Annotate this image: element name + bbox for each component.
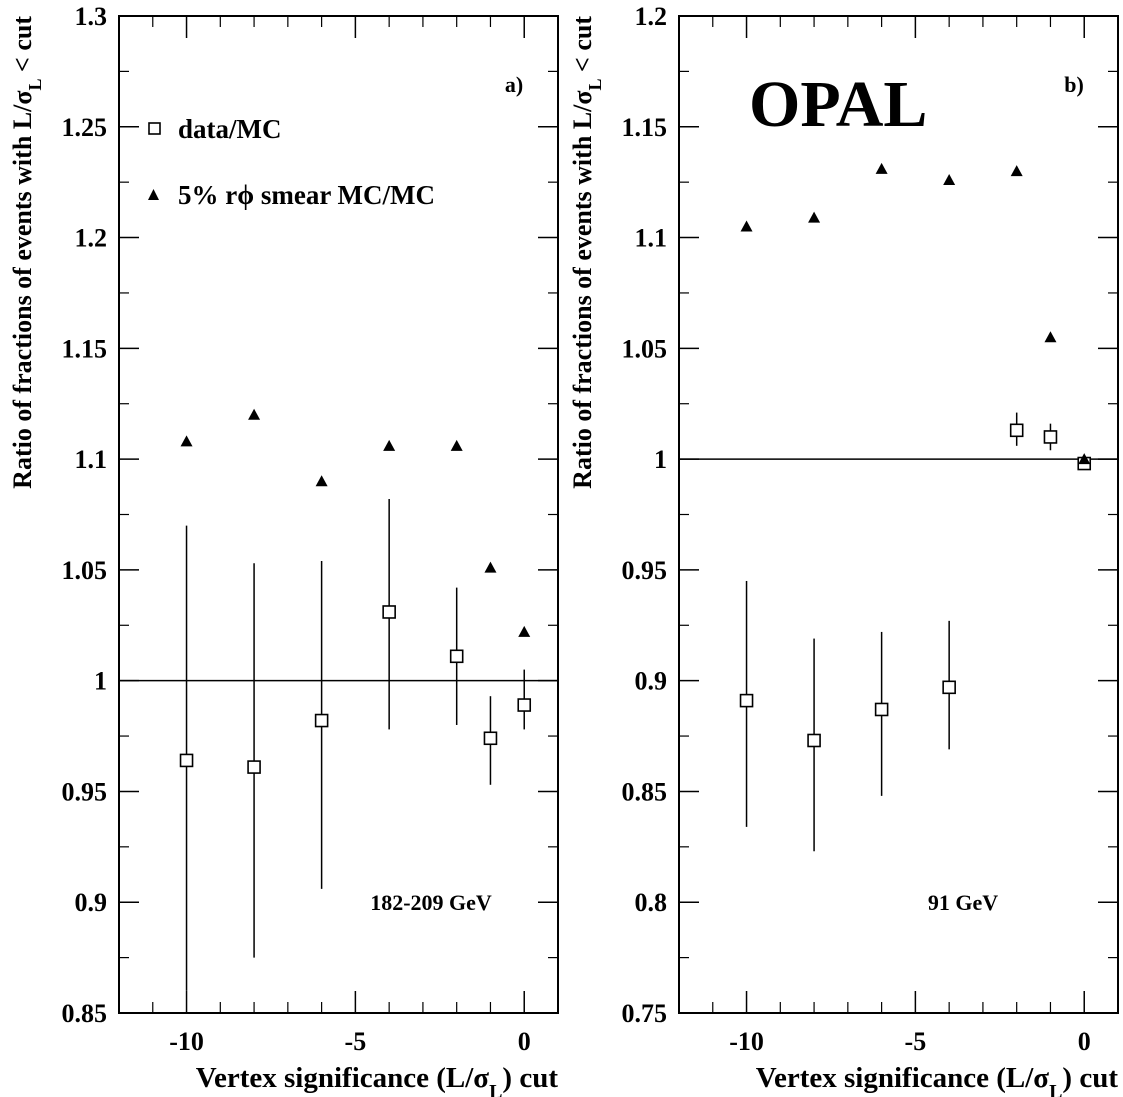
data-mc-point [1009,423,1024,438]
smear-mc-point [808,211,821,223]
x-axis-title: Vertex significance (L/σL) cut [196,1062,559,1097]
data-mc-point [449,649,464,664]
y-tick-label: 0.9 [75,888,108,917]
legend-square-icon [148,122,161,135]
data-mc-point [247,760,261,774]
energy-label: 91 GeV [928,890,998,915]
y-tick-label: 1 [94,667,107,696]
y-tick-label: 1 [654,445,667,474]
smear-mc-point [450,439,463,451]
y-tick-label: 1.05 [62,556,108,585]
data-mc-point [314,713,329,728]
y-tick-label: 0.85 [622,777,668,806]
y-tick-label: 0.75 [622,999,668,1028]
smear-mc-point [1010,165,1023,177]
y-tick-label: 0.9 [635,667,668,696]
x-tick-label: -5 [905,1027,927,1056]
x-tick-label: 0 [518,1027,531,1056]
y-tick-label: 1.25 [62,113,108,142]
y-axis-title: Ratio of fractions of events with L/σL <… [8,16,45,489]
legend-label: 5% rϕ smear MC/MC [178,180,435,210]
data-mc-point [874,702,889,717]
chart-panel-b: 0.75 0.8 0.85 0.9 0.95 1 1.05 1.1 1.15 1.2 -10 -5 0 V… [568,2,1119,1097]
legend: data/MC 5% rϕ smear MC/MC [148,114,435,210]
y-axis-title: Ratio of fractions of events with L/σL <… [568,16,605,489]
data-mc-point [382,605,396,619]
data-mc-point [483,731,498,746]
y-tick-label: 0.85 [62,999,108,1028]
legend-triangle-icon [148,189,159,200]
y-tick-label: 1.2 [635,2,668,31]
y-tick-label: 1.1 [635,224,668,253]
smear-mc-point [315,475,328,487]
data-mc-point [517,698,532,712]
y-tick-label: 0.95 [62,777,108,806]
y-tick-label: 1.2 [75,224,108,253]
y-tick-label: 0.95 [622,556,668,585]
data-mc-point [1043,430,1058,444]
smear-mc-point [248,408,261,420]
x-tick-label: -10 [169,1027,204,1056]
data-mc-point [807,733,821,748]
data-mc-point [942,680,956,695]
panel-label: b) [1064,72,1084,97]
y-tick-label: 1.05 [622,334,668,363]
experiment-label: OPAL [749,68,927,141]
x-tick-label: 0 [1078,1027,1091,1056]
y-tick-label: 1.3 [75,2,108,31]
smear-mc-point [383,439,396,451]
smear-mc-point [1078,453,1091,465]
smear-mc-point [740,220,753,232]
chart-panel-a: 0.85 0.9 0.95 1 1.05 1.1 1.15 1.2 1.25 1.3 -10 -5 0 V… [8,2,559,1097]
smear-mc-point [484,561,497,573]
smear-mc-point [180,435,193,447]
legend-label: data/MC [178,114,282,144]
y-tick-label: 0.8 [635,888,668,917]
panel-label: a) [505,72,523,97]
y-tick-label: 1.1 [75,445,108,474]
smear-mc-point [1044,331,1057,343]
energy-label: 182-209 GeV [370,890,492,915]
smear-mc-point [943,173,956,185]
y-tick-label: 1.15 [62,334,108,363]
smear-mc-point [875,162,888,174]
data-mc-point [179,753,194,768]
x-tick-label: -5 [345,1027,367,1056]
data-mc-point [739,693,754,708]
x-tick-label: -10 [729,1027,764,1056]
y-tick-label: 1.15 [622,113,668,142]
x-axis-title: Vertex significance (L/σL) cut [756,1062,1119,1097]
smear-mc-point [518,625,531,637]
